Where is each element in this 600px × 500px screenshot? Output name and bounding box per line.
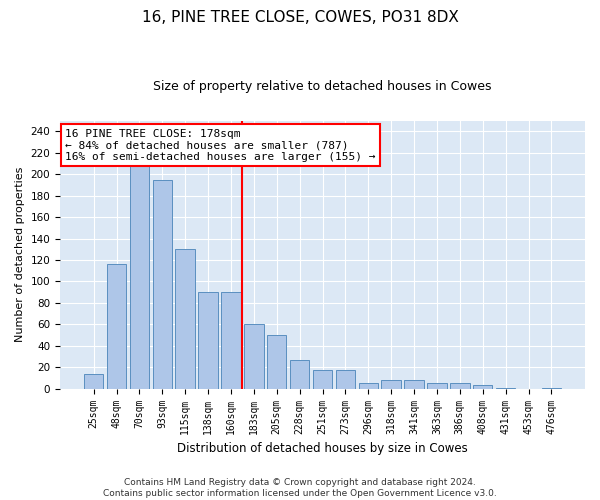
Bar: [84, 374, 103, 388]
Bar: [175, 250, 195, 388]
Bar: [199, 292, 218, 388]
Bar: [130, 164, 149, 388]
Bar: [473, 386, 493, 388]
Bar: [335, 370, 355, 388]
Bar: [382, 380, 401, 388]
Bar: [427, 384, 446, 388]
Bar: [107, 264, 126, 388]
Bar: [290, 360, 310, 388]
Bar: [313, 370, 332, 388]
Bar: [450, 384, 470, 388]
Bar: [152, 180, 172, 388]
Bar: [404, 380, 424, 388]
Text: 16 PINE TREE CLOSE: 178sqm
← 84% of detached houses are smaller (787)
16% of sem: 16 PINE TREE CLOSE: 178sqm ← 84% of deta…: [65, 128, 376, 162]
Text: Contains HM Land Registry data © Crown copyright and database right 2024.
Contai: Contains HM Land Registry data © Crown c…: [103, 478, 497, 498]
Bar: [221, 292, 241, 388]
Text: 16, PINE TREE CLOSE, COWES, PO31 8DX: 16, PINE TREE CLOSE, COWES, PO31 8DX: [142, 10, 458, 25]
Bar: [359, 384, 378, 388]
Bar: [244, 324, 263, 388]
Bar: [267, 335, 286, 388]
Title: Size of property relative to detached houses in Cowes: Size of property relative to detached ho…: [153, 80, 492, 93]
X-axis label: Distribution of detached houses by size in Cowes: Distribution of detached houses by size …: [177, 442, 468, 455]
Y-axis label: Number of detached properties: Number of detached properties: [15, 167, 25, 342]
